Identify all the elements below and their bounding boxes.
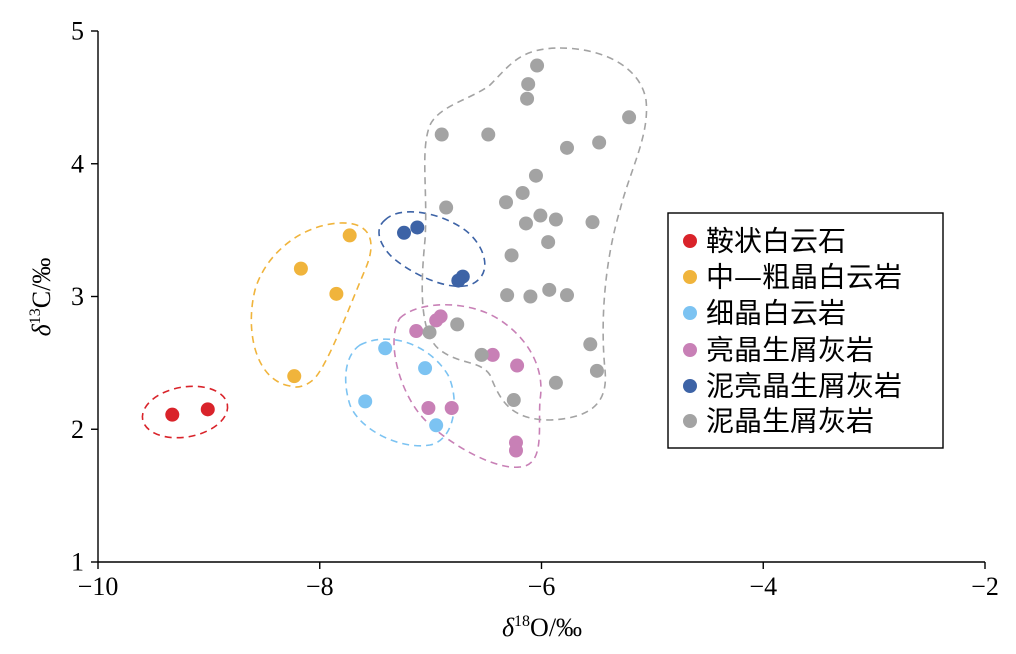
- axis-ticks: −10 −8 −6 −4 −2 1 2 3 4 5: [71, 17, 999, 602]
- data-point: [485, 347, 500, 362]
- data-point: [521, 77, 536, 92]
- legend-label: 亮晶生屑灰岩: [706, 334, 874, 367]
- data-point: [451, 273, 466, 288]
- x-axis-label-symbol: δ: [502, 613, 515, 642]
- data-point: [500, 288, 515, 303]
- y-axis-label: δ13C/‰: [27, 258, 56, 337]
- data-point: [378, 341, 393, 356]
- data-point: [560, 140, 575, 155]
- legend-label: 鞍状白云石: [706, 225, 846, 258]
- legend-item: 亮晶生屑灰岩: [683, 334, 874, 367]
- data-point: [510, 358, 525, 373]
- data-point: [429, 313, 444, 328]
- data-point: [200, 402, 215, 417]
- data-point: [515, 185, 530, 200]
- data-point: [592, 135, 607, 150]
- data-point: [504, 248, 519, 263]
- group-outline-medium-coarse-dolomite: [250, 222, 372, 388]
- y-tick-label: 5: [71, 17, 84, 46]
- data-point: [481, 127, 496, 142]
- group-outline-saddle-dolomite: [141, 385, 229, 439]
- x-axis-label-superscript: 18: [514, 613, 530, 630]
- group-outline-micritic-bioclastic-limestone: [421, 47, 648, 421]
- legend-label: 中—粗晶白云岩: [706, 261, 902, 294]
- x-tick-label: −4: [749, 572, 777, 601]
- x-tick-label: −2: [971, 572, 999, 601]
- data-point: [520, 91, 535, 106]
- data-point: [506, 393, 521, 408]
- data-point: [474, 347, 489, 362]
- data-point: [418, 361, 433, 376]
- legend-label: 泥亮晶生屑灰岩: [706, 370, 902, 403]
- x-tick-label: −6: [528, 572, 556, 601]
- legend-marker: [683, 343, 697, 357]
- y-tick-label: 4: [71, 149, 84, 178]
- data-point: [165, 407, 180, 422]
- group-outline-sparry-bioclastic-limestone: [393, 303, 542, 468]
- data-point: [329, 286, 344, 301]
- x-tick-label: −8: [306, 572, 334, 601]
- legend-label: 细晶白云岩: [706, 297, 846, 330]
- legend-label: 泥晶生屑灰岩: [706, 405, 874, 438]
- data-point: [585, 215, 600, 230]
- data-point: [429, 418, 444, 433]
- data-point: [293, 261, 308, 276]
- legend-box: [667, 212, 944, 449]
- legend-item: 泥晶生屑灰岩: [683, 405, 874, 438]
- legend-marker: [683, 414, 697, 428]
- data-point: [409, 324, 424, 339]
- legend-item: 中—粗晶白云岩: [683, 261, 902, 294]
- legend-marker: [683, 306, 697, 320]
- data-point: [444, 401, 459, 416]
- data-point: [518, 216, 533, 231]
- data-point: [523, 289, 538, 304]
- data-point: [548, 375, 563, 390]
- data-point: [622, 110, 637, 125]
- data-point: [583, 337, 598, 352]
- data-points: [165, 58, 637, 458]
- data-point: [548, 212, 563, 227]
- data-point: [560, 288, 575, 303]
- group-outline-fine-dolomite: [344, 338, 455, 447]
- data-point: [530, 58, 545, 73]
- data-point: [450, 317, 465, 332]
- legend: 鞍状白云石 中—粗晶白云岩 细晶白云岩 亮晶生屑灰岩 泥亮晶生屑灰岩 泥晶生屑灰…: [667, 212, 944, 449]
- y-axis-label-superscript: 13: [27, 308, 44, 324]
- legend-item: 细晶白云岩: [683, 297, 846, 330]
- y-axis-label-symbol: δ: [27, 323, 56, 336]
- data-point: [542, 282, 557, 297]
- legend-marker: [683, 379, 697, 393]
- y-tick-label: 3: [71, 282, 84, 311]
- legend-item: 泥亮晶生屑灰岩: [683, 370, 902, 403]
- data-point: [434, 127, 449, 142]
- legend-marker: [683, 234, 697, 248]
- legend-marker: [683, 270, 697, 284]
- y-tick-label: 1: [71, 548, 84, 577]
- data-point: [499, 195, 514, 210]
- data-point: [541, 235, 556, 250]
- x-axis-label-unit: O/‰: [530, 613, 582, 642]
- data-point: [287, 369, 302, 384]
- data-point: [508, 443, 523, 458]
- group-outlines: [141, 47, 648, 468]
- y-axis-label-unit: C/‰: [27, 258, 56, 309]
- data-point: [589, 363, 604, 378]
- group-outline-micritic-sparry-bioclastic-limestone: [378, 211, 486, 288]
- data-point: [397, 225, 412, 240]
- x-axis-label: δ18O/‰: [502, 613, 582, 642]
- data-point: [421, 401, 436, 416]
- data-point: [528, 168, 543, 183]
- y-tick-label: 2: [71, 415, 84, 444]
- legend-item: 鞍状白云石: [683, 225, 846, 258]
- data-point: [439, 200, 454, 215]
- data-point: [358, 394, 373, 409]
- x-tick-label: −10: [78, 572, 119, 601]
- data-point: [533, 208, 548, 223]
- data-point: [422, 325, 437, 340]
- data-point: [410, 220, 425, 235]
- data-point: [342, 228, 357, 243]
